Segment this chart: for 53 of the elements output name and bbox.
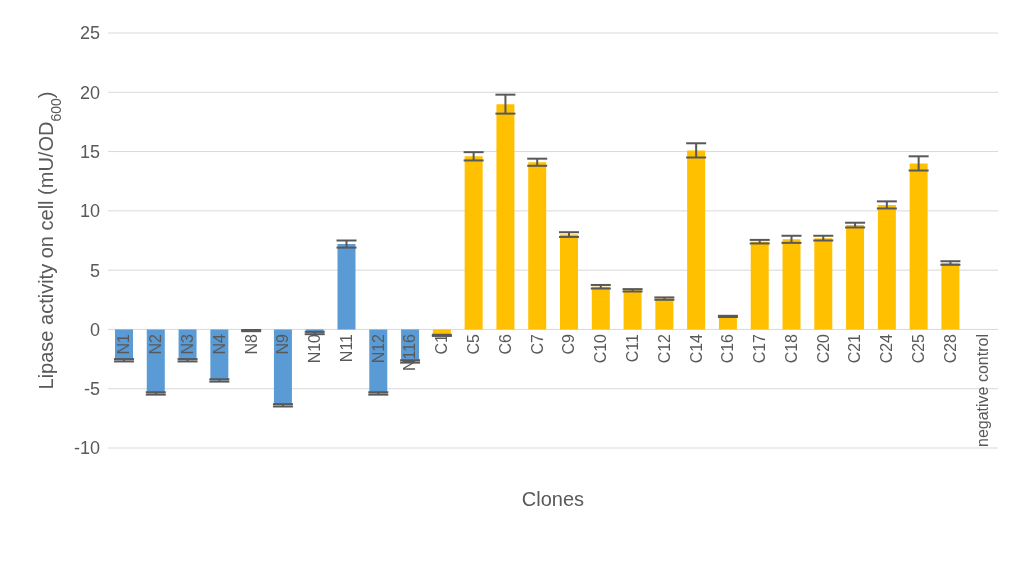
x-tick-label: N11: [337, 333, 355, 363]
bar: [750, 241, 769, 330]
x-tick-label: N4: [210, 333, 228, 355]
bar: [623, 290, 642, 330]
bar: [591, 286, 610, 330]
x-tick-label: C14: [687, 333, 705, 364]
x-tick-label: N9: [274, 333, 292, 355]
x-tick-label: C9: [560, 333, 578, 355]
bar: [941, 263, 960, 330]
bar: [560, 234, 578, 330]
bar: [814, 238, 833, 330]
x-tick-label: N116: [401, 333, 419, 372]
x-tick-label: C25: [910, 333, 928, 364]
bar: [909, 163, 928, 330]
x-tick-label: N10: [306, 333, 324, 364]
y-tick-label: -10: [73, 438, 100, 459]
x-tick-label: C17: [751, 333, 769, 364]
bar: [687, 150, 706, 330]
bar: [337, 244, 356, 330]
x-tick-label: C24: [878, 333, 896, 364]
x-tick-label: N1: [115, 333, 133, 355]
bar: [496, 104, 515, 330]
bar: [655, 298, 674, 330]
x-tick-label: C20: [814, 333, 832, 364]
x-tick-label: C12: [655, 333, 673, 364]
x-tick-label: N2: [147, 333, 165, 355]
x-tick-label: C18: [782, 333, 800, 364]
x-tick-label: N3: [178, 333, 196, 355]
x-tick-label: C6: [496, 333, 514, 355]
x-tick-label: C7: [528, 333, 546, 355]
x-tick-label: C16: [719, 333, 737, 364]
x-tick-label: C1: [433, 333, 451, 355]
x-axis-title: Clones: [521, 488, 585, 510]
x-tick-label: C21: [846, 333, 864, 364]
bar: [877, 204, 896, 330]
x-tick-label: C10: [592, 333, 610, 364]
x-tick-label: negative control: [973, 334, 991, 447]
y-tick-label: 5: [89, 260, 100, 281]
x-tick-label: N12: [369, 333, 387, 364]
bar: [782, 239, 801, 330]
bar: [528, 162, 547, 330]
y-tick-label: 20: [79, 82, 100, 103]
y-tick-label: 25: [79, 23, 100, 44]
x-tick-label: C28: [941, 333, 959, 364]
y-tick-label: 0: [89, 319, 100, 340]
bar: [846, 225, 865, 330]
y-tick-label: -5: [83, 379, 100, 400]
y-tick-label: 15: [79, 141, 100, 162]
bar: [464, 156, 483, 330]
x-tick-label: C11: [623, 333, 641, 363]
x-tick-label: C5: [465, 333, 483, 355]
y-tick-label: 10: [79, 201, 100, 222]
x-tick-label: N8: [242, 333, 260, 355]
